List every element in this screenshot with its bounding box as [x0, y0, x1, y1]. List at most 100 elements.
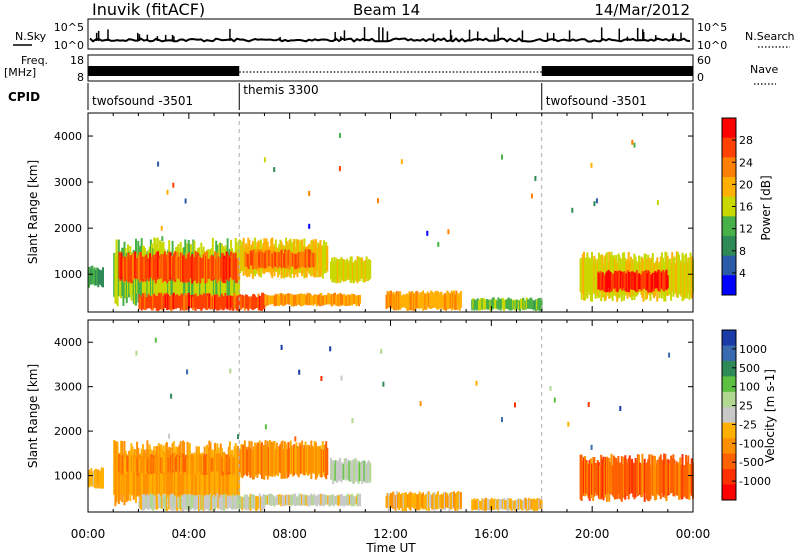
heatmap-cell [289, 440, 292, 475]
heatmap-cell [352, 496, 355, 505]
heatmap-cell [308, 190, 311, 196]
heatmap-cell [621, 274, 624, 291]
heatmap-cell [583, 251, 585, 301]
heatmap-cell [347, 262, 350, 280]
colorbar-swatch [722, 391, 736, 408]
heatmap-cell [250, 296, 253, 310]
heatmap-cell [184, 455, 187, 473]
heatmap-cell [448, 493, 451, 512]
heatmap-cell [248, 250, 251, 266]
heatmap-cell [118, 452, 121, 501]
heatmap-cell [194, 455, 197, 499]
heatmap-cell [345, 458, 347, 481]
heatmap-cell [143, 449, 145, 506]
heatmap-cell [152, 294, 155, 311]
heatmap-cell [269, 250, 272, 267]
heatmap-cell [592, 260, 595, 293]
heatmap-cell [311, 445, 314, 474]
heatmap-cell [294, 493, 297, 507]
heatmap-cell [304, 441, 307, 475]
heatmap-cell [504, 299, 507, 309]
heatmap-cell [338, 494, 341, 504]
heatmap-cell [208, 293, 211, 308]
heatmap-cell [618, 462, 621, 499]
heatmap-cell [430, 495, 433, 508]
heatmap-cell [273, 295, 276, 307]
heatmap-cell [191, 254, 194, 284]
heatmap-cell [686, 462, 689, 499]
heatmap-cell [148, 456, 151, 472]
heatmap-cell [212, 494, 215, 508]
heatmap-cell [600, 274, 603, 291]
heatmap-cell [319, 293, 322, 307]
heatmap-cell [204, 295, 207, 310]
heatmap-cell [329, 495, 332, 507]
heatmap-cell [350, 495, 352, 505]
heatmap-cell [422, 290, 425, 311]
heatmap-cell [143, 494, 145, 511]
heatmap-cell [239, 239, 242, 273]
heatmap-cell [347, 459, 350, 480]
heatmap-cell [687, 455, 690, 499]
heatmap-cell [346, 294, 349, 305]
heatmap-cell [190, 258, 193, 279]
heatmap-cell [471, 499, 474, 511]
heatmap-cell [267, 295, 270, 304]
heatmap-cell [232, 454, 235, 506]
heatmap-cell [295, 253, 298, 269]
heatmap-cell [528, 497, 531, 511]
colorbar-swatch [722, 255, 736, 276]
heatmap-cell [134, 251, 137, 279]
heatmap-cell [230, 295, 233, 308]
heatmap-cell [353, 294, 356, 304]
heatmap-cell [293, 495, 295, 506]
heatmap-cell [311, 494, 314, 506]
heatmap-cell [320, 245, 323, 275]
heatmap-cell [153, 256, 156, 279]
heatmap-cell [93, 469, 96, 488]
heatmap-cell [403, 493, 406, 511]
heatmap-cell [146, 296, 149, 309]
colorbar-swatch [722, 157, 736, 178]
heatmap-cell [202, 293, 205, 308]
heatmap-cell [164, 294, 167, 308]
heatmap-cell [283, 441, 286, 479]
heatmap-cell [355, 295, 358, 307]
heatmap-cell [354, 295, 357, 305]
heatmap-cell [204, 456, 207, 503]
heatmap-cell [132, 453, 134, 472]
heatmap-cell [210, 458, 213, 472]
heatmap-cell [229, 257, 231, 278]
heatmap-cell [604, 456, 607, 495]
heatmap-cell [227, 295, 230, 309]
heatmap-cell [183, 295, 186, 311]
heatmap-cell [500, 499, 503, 510]
heatmap-cell [322, 449, 325, 473]
heatmap-cell [294, 436, 297, 442]
heatmap-cell [172, 453, 175, 473]
heatmap-cell [95, 270, 97, 286]
heatmap-cell [155, 251, 158, 280]
heatmap-cell [266, 440, 269, 480]
colorbar-tick-label: 25 [739, 400, 753, 413]
heatmap-cell [254, 295, 257, 309]
freq-tick-top: 18 [70, 54, 84, 67]
heatmap-cell [450, 290, 453, 311]
heatmap-cell [532, 300, 535, 311]
heatmap-cell [506, 497, 509, 511]
heatmap-cell [536, 299, 539, 310]
heatmap-cell [457, 295, 460, 310]
heatmap-cell [332, 261, 335, 282]
heatmap-cell [96, 470, 99, 485]
heatmap-cell [624, 455, 627, 500]
heatmap-cell [348, 461, 351, 482]
heatmap-cell [490, 497, 493, 509]
heatmap-cell [226, 296, 229, 310]
heatmap-cell [295, 442, 298, 474]
heatmap-cell [139, 297, 142, 309]
heatmap-cell [303, 445, 306, 476]
heatmap-cell [219, 494, 222, 510]
cpid-panel: CPID twofsound -3501 themis 3300 twofsou… [8, 83, 694, 110]
